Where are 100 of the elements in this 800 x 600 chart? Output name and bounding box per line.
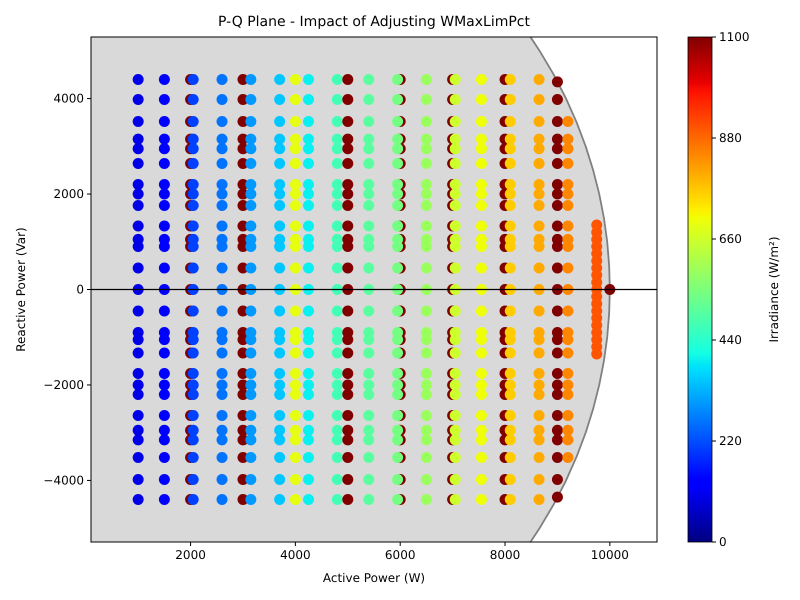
point [274,158,286,169]
point [552,94,563,106]
point [132,474,144,485]
point [188,134,199,145]
point [274,241,286,252]
point [332,241,343,252]
point [552,241,563,252]
point [534,262,545,274]
point [450,178,461,190]
point [504,262,516,274]
point [132,241,144,252]
point [245,305,256,316]
point [342,178,354,190]
point [245,134,256,145]
point [342,134,354,145]
point [290,220,301,232]
point [302,474,314,485]
point [158,158,170,169]
point [562,241,574,252]
point [216,262,228,274]
point [290,143,301,154]
point [188,200,199,211]
point [188,434,199,446]
point [450,94,461,106]
point [552,178,563,190]
point [158,241,170,252]
point [302,158,314,169]
point [420,220,432,232]
point [534,178,545,190]
point [450,494,461,506]
x-tick-label: 8000 [490,548,520,562]
point [534,368,545,380]
point [274,262,286,274]
point [450,474,461,485]
point [274,494,286,506]
point [158,220,170,232]
point [132,410,144,422]
point [274,452,286,464]
point [552,452,563,464]
point [504,116,516,127]
point [188,410,199,422]
point [420,143,432,154]
point [450,241,461,252]
point [504,241,516,252]
point [363,474,374,485]
point [216,134,228,145]
point [450,452,461,464]
point [562,116,574,127]
point [158,494,170,506]
point [450,188,461,200]
point [290,134,301,145]
point [552,143,563,154]
point [392,305,404,316]
point [552,410,563,422]
point [562,347,574,358]
point [504,134,516,145]
point [188,241,199,252]
point [420,94,432,106]
point [216,424,228,436]
point [216,494,228,506]
point [245,241,256,252]
point [245,424,256,436]
point [188,494,199,506]
point [363,389,374,400]
point [534,424,545,436]
point [274,434,286,446]
point [342,143,354,154]
point [562,188,574,200]
point [302,178,314,190]
point [132,116,144,127]
point [504,494,516,506]
point [245,178,256,190]
y-tick-label: 0 [76,282,84,296]
point [302,220,314,232]
point [504,410,516,422]
point [450,116,461,127]
point [274,178,286,190]
point [332,424,343,436]
point [245,494,256,506]
point [450,389,461,400]
point [216,379,228,390]
point [188,424,199,436]
y-tick-label: −2000 [43,378,84,392]
point [562,305,574,316]
point [476,143,487,154]
point [392,474,404,485]
point [132,143,144,154]
point [476,158,487,169]
point [392,389,404,400]
point [420,305,432,316]
point [342,220,354,232]
point [476,200,487,211]
point [342,379,354,390]
point [450,305,461,316]
point [342,494,354,506]
point [552,368,563,380]
point [363,424,374,436]
point [363,94,374,106]
point [245,389,256,400]
point [450,134,461,145]
